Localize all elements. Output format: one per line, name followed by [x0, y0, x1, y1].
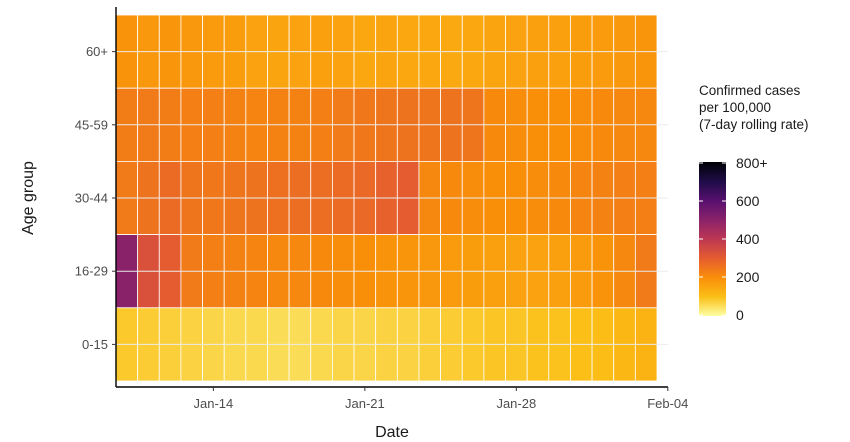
- y-tick-label: 16-29: [75, 264, 108, 279]
- legend-title-line: per 100,000: [699, 100, 771, 115]
- legend-tick-label: 800+: [736, 155, 768, 171]
- y-tick-label: 60+: [86, 44, 108, 59]
- axes: [115, 7, 668, 388]
- y-tick-label: 0-15: [82, 337, 108, 352]
- legend-color-bar: [699, 162, 726, 316]
- y-axis-title: Age group: [20, 161, 37, 235]
- legend-tick-label: 600: [736, 193, 760, 209]
- legend-ticks: 800+ 600 400 200 0: [699, 155, 768, 323]
- x-tick-label: Jan-21: [345, 396, 385, 411]
- x-tick-label: Jan-28: [496, 396, 536, 411]
- x-axis-ticks: Jan-14 Jan-21 Jan-28 Feb-04: [194, 387, 688, 411]
- gridlines: [116, 51, 668, 345]
- legend-title: Confirmed cases per 100,000 (7-day rolli…: [699, 83, 809, 132]
- legend-title-line: Confirmed cases: [699, 83, 801, 98]
- legend-title-line: (7-day rolling rate): [699, 117, 809, 132]
- legend-tick-label: 400: [736, 231, 760, 247]
- y-tick-label: 30-44: [75, 191, 108, 206]
- y-axis-ticks: 0-15 16-29 30-44 45-59 60+: [75, 44, 116, 352]
- x-tick-label: Jan-14: [194, 396, 234, 411]
- color-legend: Confirmed cases per 100,000 (7-day rolli…: [699, 83, 809, 323]
- x-tick-label: Feb-04: [647, 396, 688, 411]
- x-axis-title: Date: [375, 424, 409, 441]
- legend-tick-label: 200: [736, 269, 760, 285]
- legend-tick-label: 0: [736, 307, 744, 323]
- y-tick-label: 45-59: [75, 117, 108, 132]
